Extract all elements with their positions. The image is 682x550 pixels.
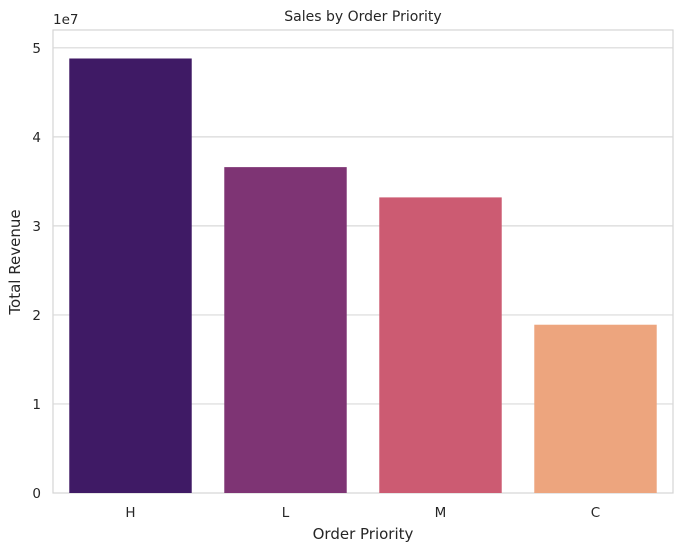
y-offset-label: 1e7 bbox=[53, 12, 78, 28]
y-tick-label: 4 bbox=[32, 130, 41, 146]
bar-m bbox=[379, 197, 502, 493]
y-axis-label: Total Revenue bbox=[6, 209, 24, 315]
bar-l bbox=[224, 167, 347, 493]
bar-h bbox=[69, 58, 192, 493]
y-tick-labels: 0 1 2 3 4 5 bbox=[32, 41, 41, 502]
x-tick-label: C bbox=[591, 505, 600, 521]
y-tick-label: 2 bbox=[32, 308, 41, 324]
y-tick-label: 3 bbox=[32, 219, 41, 235]
x-tick-label: M bbox=[435, 505, 447, 521]
bars bbox=[69, 58, 657, 493]
y-tick-label: 0 bbox=[32, 486, 41, 502]
y-tick-label: 5 bbox=[32, 41, 41, 57]
x-tick-label: L bbox=[282, 505, 290, 521]
x-axis-label: Order Priority bbox=[313, 525, 414, 543]
y-tick-label: 1 bbox=[32, 397, 41, 413]
x-tick-label: H bbox=[125, 505, 135, 521]
bar-c bbox=[534, 324, 657, 493]
chart-title: Sales by Order Priority bbox=[284, 9, 441, 25]
